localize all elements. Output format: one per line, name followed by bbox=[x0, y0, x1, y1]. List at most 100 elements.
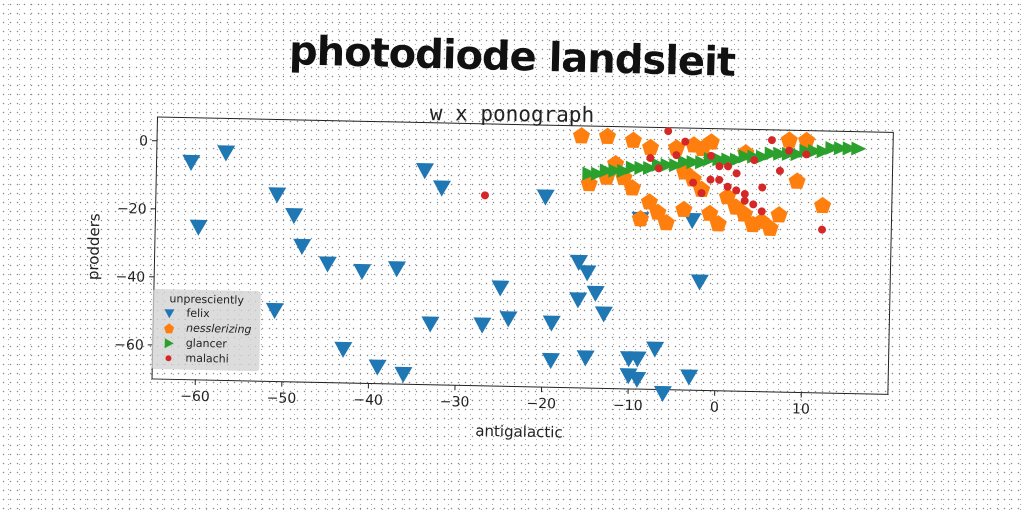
malachi-point bbox=[646, 153, 655, 162]
malachi-point bbox=[654, 164, 663, 173]
legend-item-malachi: malachi bbox=[151, 350, 259, 367]
felix-point bbox=[432, 180, 451, 197]
nesslerizing-point bbox=[814, 196, 832, 214]
legend-label: glancer bbox=[185, 336, 227, 351]
felix-point bbox=[690, 274, 709, 291]
malachi-point bbox=[750, 156, 759, 165]
y-tick-label: −60 bbox=[114, 337, 144, 354]
plot-area-frame bbox=[151, 116, 894, 395]
glancer-point bbox=[729, 152, 745, 167]
felix-point bbox=[569, 292, 588, 309]
triangle-right-icon bbox=[164, 337, 174, 348]
nesslerizing-point bbox=[798, 131, 816, 149]
x-tick-label: −10 bbox=[613, 398, 643, 415]
legend-title: unpresciently bbox=[169, 292, 245, 307]
x-axis-title: antigalactic bbox=[475, 422, 563, 442]
felix-point bbox=[653, 385, 672, 403]
glancer-point bbox=[599, 163, 615, 178]
felix-point bbox=[594, 306, 613, 323]
nesslerizing-point bbox=[649, 203, 667, 220]
felix-point bbox=[293, 238, 312, 255]
x-tick-label: 0 bbox=[710, 400, 719, 416]
glancer-point bbox=[608, 163, 624, 178]
y-tick-label: 0 bbox=[139, 133, 148, 149]
y-axis-title: prodders bbox=[84, 213, 103, 280]
nesslerizing-point bbox=[770, 206, 788, 223]
series-nesslerizing bbox=[572, 127, 832, 236]
series-malachi bbox=[480, 127, 827, 234]
felix-point bbox=[536, 189, 555, 206]
felix-point bbox=[491, 280, 510, 297]
chart-title: photodiode landsleit bbox=[288, 28, 736, 86]
x-tick-label: −60 bbox=[180, 389, 210, 406]
circle-icon bbox=[165, 354, 172, 361]
legend-item-glancer: glancer bbox=[152, 335, 260, 352]
malachi-point bbox=[732, 186, 741, 195]
x-tick-label: 10 bbox=[792, 401, 810, 417]
glancer-point bbox=[764, 146, 780, 161]
nesslerizing-point bbox=[657, 213, 675, 231]
x-axis-ticks: −60 −50 −40 −30 −20 −10 0 10 bbox=[180, 379, 810, 418]
nesslerizing-point bbox=[624, 131, 642, 148]
malachi-point bbox=[775, 166, 784, 175]
malachi-point bbox=[672, 151, 681, 160]
nesslerizing-point bbox=[598, 127, 617, 145]
x-tick-label: −40 bbox=[353, 392, 383, 409]
glancer-point bbox=[616, 163, 633, 178]
glancer-point bbox=[851, 141, 867, 156]
nesslerizing-point bbox=[701, 204, 719, 221]
felix-point bbox=[646, 341, 665, 358]
malachi-point bbox=[758, 183, 767, 192]
glancer-point bbox=[721, 152, 737, 167]
malachi-point bbox=[697, 189, 706, 198]
glancer-point bbox=[634, 160, 650, 175]
y-tick-label: −40 bbox=[115, 269, 145, 286]
y-axis-ticks: 0 −20 −40 −60 bbox=[114, 133, 158, 354]
x-tick-label: −20 bbox=[526, 396, 556, 413]
felix-point bbox=[578, 265, 597, 282]
legend-label: malachi bbox=[185, 351, 229, 366]
felix-point bbox=[394, 366, 413, 383]
felix-point bbox=[387, 261, 406, 278]
nesslerizing-point bbox=[761, 219, 779, 236]
felix-point bbox=[368, 359, 387, 376]
malachi-point bbox=[706, 175, 715, 184]
malachi-point bbox=[818, 225, 827, 234]
glancer-point bbox=[738, 149, 754, 164]
glancer-point bbox=[825, 141, 841, 156]
felix-point bbox=[416, 163, 435, 180]
nesslerizing-point bbox=[668, 139, 686, 156]
glancer-point bbox=[842, 141, 858, 156]
glancer-point bbox=[677, 154, 693, 169]
felix-point bbox=[268, 187, 287, 204]
nesslerizing-point bbox=[631, 210, 650, 227]
malachi-point bbox=[757, 207, 766, 216]
nesslerizing-point bbox=[788, 172, 806, 189]
felix-point bbox=[182, 154, 201, 171]
felix-point bbox=[217, 145, 236, 162]
nesslerizing-point bbox=[718, 188, 737, 205]
glancer-point bbox=[695, 155, 711, 170]
malachi-point bbox=[740, 196, 749, 205]
felix-point bbox=[353, 263, 372, 281]
legend-label: felix bbox=[186, 306, 210, 321]
pentagon-icon bbox=[164, 322, 175, 333]
malachi-point bbox=[740, 189, 749, 198]
nesslerizing-point bbox=[709, 215, 727, 232]
malachi-point bbox=[724, 162, 733, 171]
glancer-point bbox=[807, 144, 824, 159]
nesslerizing-point bbox=[675, 200, 693, 218]
malachi-point bbox=[715, 162, 724, 171]
malachi-point bbox=[749, 200, 758, 209]
glancer-point bbox=[582, 166, 598, 181]
glancer-point bbox=[686, 155, 702, 170]
scatter-plot: −60 −50 −40 −30 −20 −10 0 10 0 −20 −40 −60 antigal… bbox=[84, 116, 894, 442]
nesslerizing-point bbox=[642, 138, 660, 156]
glancer-point bbox=[833, 141, 850, 156]
malachi-point bbox=[732, 169, 741, 178]
felix-point bbox=[334, 341, 353, 358]
felix-point bbox=[473, 317, 492, 334]
malachi-point bbox=[706, 151, 715, 160]
malachi-point bbox=[664, 127, 673, 136]
